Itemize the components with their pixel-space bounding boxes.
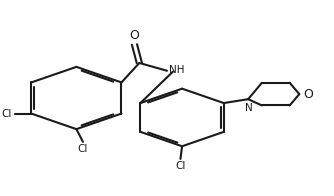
Text: O: O: [303, 88, 313, 101]
Text: Cl: Cl: [78, 144, 88, 154]
Text: N: N: [245, 103, 253, 113]
Text: Cl: Cl: [1, 109, 12, 119]
Text: Cl: Cl: [175, 161, 186, 171]
Text: NH: NH: [169, 65, 184, 75]
Text: O: O: [130, 29, 139, 42]
